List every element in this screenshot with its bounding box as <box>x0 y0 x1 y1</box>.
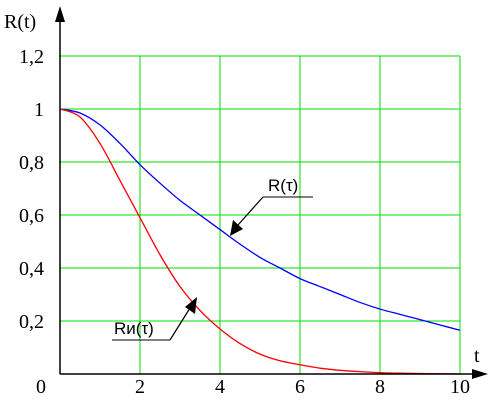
y-tick-label: 1 <box>34 99 44 121</box>
x-axis-label: t <box>474 345 480 367</box>
annotation-ri-pointer <box>169 307 191 341</box>
y-axis-arrow <box>55 6 65 22</box>
annotation-r-arrowhead <box>230 220 243 236</box>
x-tick-label: 8 <box>375 376 385 398</box>
series-line-1 <box>59 108 461 375</box>
y-tick-label: 0,2 <box>19 311 44 333</box>
x-tick-label: 4 <box>215 376 225 398</box>
annotation-r: R(τ) <box>230 176 313 236</box>
annotation-ri-label: Rи(τ) <box>114 319 154 338</box>
y-tick-label: 0,4 <box>19 258 44 280</box>
origin-label: 0 <box>36 376 46 398</box>
annotation-ri-arrowhead <box>185 297 197 314</box>
x-tick-label: 10 <box>450 376 470 398</box>
x-axis-arrow <box>472 369 488 379</box>
y-axis-label: R(t) <box>4 11 36 33</box>
series-line-0 <box>59 108 461 331</box>
annotation-ri: Rи(τ) <box>112 297 197 341</box>
series-lines <box>59 108 461 375</box>
x-tick-label: 6 <box>295 376 305 398</box>
y-tick-label: 0,8 <box>19 152 44 174</box>
annotation-r-label: R(τ) <box>268 176 298 195</box>
annotation-r-pointer <box>237 196 264 226</box>
x-tick-label: 2 <box>135 376 145 398</box>
tick-labels: 2 4 6 8 10 0,2 0,4 0,6 0,8 1 1,2 <box>19 46 470 398</box>
y-tick-label: 0,6 <box>19 205 44 227</box>
y-tick-label: 1,2 <box>19 46 44 68</box>
